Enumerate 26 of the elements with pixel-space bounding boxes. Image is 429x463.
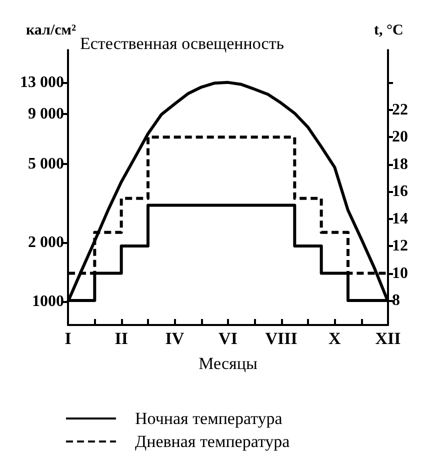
x-tick-label: I xyxy=(64,329,72,348)
x-tick-label: X xyxy=(328,329,342,348)
y2-tick-label: 22 xyxy=(392,101,408,118)
y-tick-label: 9 000 xyxy=(28,105,64,122)
y2-axis-title: t, °C xyxy=(374,22,404,38)
y-tick-label: 5 000 xyxy=(28,156,64,173)
y2-tick-label: 8 xyxy=(392,292,400,309)
y2-tick-label: 14 xyxy=(392,210,408,228)
y-tick-label: 13 000 xyxy=(20,74,64,91)
y-tick-label: 1000 xyxy=(32,293,64,310)
y2-tick-label: 18 xyxy=(392,156,408,173)
legend-label: Дневная температура xyxy=(135,432,290,451)
x-tick-label: II xyxy=(114,329,128,348)
x-axis-title: Месяцы xyxy=(198,354,258,373)
y2-tick-label: 10 xyxy=(392,264,408,282)
y2-tick-label: 20 xyxy=(392,128,408,146)
x-tick-label: XII xyxy=(375,329,402,348)
x-tick-label: IV xyxy=(165,329,185,348)
y-axis-title: кал/см² xyxy=(26,22,76,38)
chart-title: Естественная освещенность xyxy=(80,34,284,53)
y2-tick-label: 16 xyxy=(392,183,408,200)
x-tick-label: VIII xyxy=(265,329,298,348)
legend-label: Ночная температура xyxy=(135,409,283,428)
y-tick-label: 2 000 xyxy=(28,234,64,251)
x-tick-label: VI xyxy=(218,329,238,348)
y2-tick-label: 12 xyxy=(392,238,408,255)
